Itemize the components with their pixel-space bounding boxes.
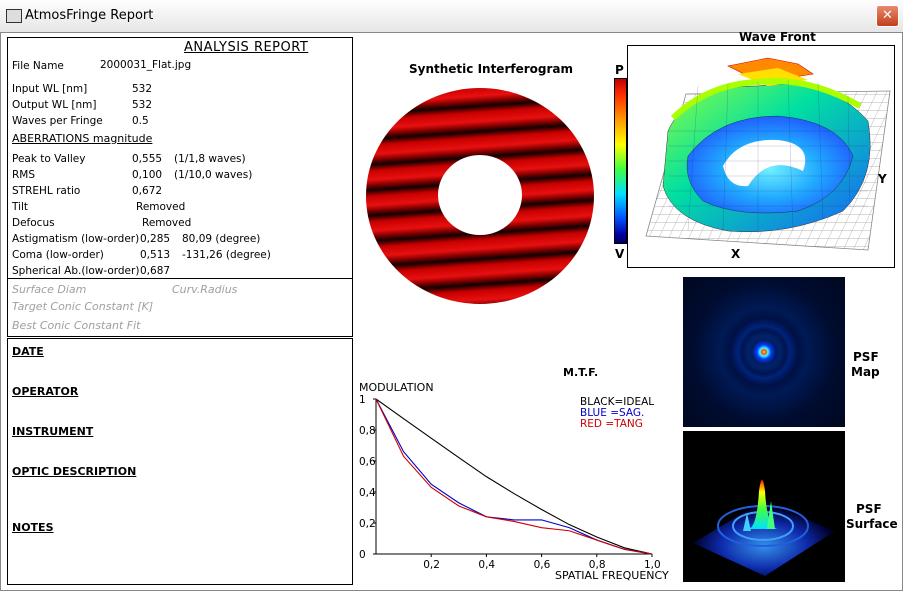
psf-map-image	[683, 277, 845, 427]
psf-surface-label-1: PSF	[856, 502, 882, 516]
mtf-series-ideal	[375, 398, 653, 555]
wavefront-y-label: Y	[878, 172, 887, 186]
mtf-ytick-label: 0,8	[359, 425, 376, 437]
defocus-value: Removed	[142, 217, 192, 229]
astigmatism-label: Astigmatism (low-order)	[12, 233, 140, 245]
p2v-extra: (1/1,8 waves)	[174, 153, 246, 165]
mtf-ytick-label: 0	[359, 549, 366, 561]
surface-diam-label: Surface Diam	[12, 283, 87, 296]
notes-panel: DATE OPERATOR INSTRUMENT OPTIC DESCRIPTI…	[7, 338, 353, 585]
coma-extra: -131,26 (degree)	[182, 249, 271, 261]
curv-radius-label: Curv.Radius	[172, 283, 238, 296]
mtf-xtick-label: 0,2	[423, 559, 440, 571]
mtf-xtick-label: 0,8	[589, 559, 606, 571]
mtf-series-tang	[375, 398, 653, 555]
mtf-ytick-label: 0,2	[359, 518, 376, 530]
colorbar	[614, 78, 627, 244]
p2v-value: 0,555	[132, 153, 163, 165]
wavefront-panel: Y X	[627, 45, 895, 268]
mtf-xtick-label: 1,0	[644, 559, 661, 571]
rms-value: 0,100	[132, 169, 163, 181]
colorbar-top-label: P	[615, 63, 624, 77]
spherical-value: 0,687	[140, 265, 171, 277]
astigmatism-value: 0,285	[140, 233, 171, 245]
spherical-label: Spherical Ab.(low-order)	[12, 265, 140, 277]
tilt-value: Removed	[136, 201, 186, 213]
mtf-xtick-label: 0,6	[534, 559, 551, 571]
report-divider	[8, 278, 352, 279]
app-icon	[6, 9, 22, 23]
close-button[interactable]: ✕	[876, 5, 899, 27]
strehl-label: STREHL ratio	[12, 185, 81, 197]
input-wl-label: Input WL [nm]	[12, 83, 88, 95]
window-title: AtmosFringe Report	[25, 8, 154, 23]
wavefront-x-label: X	[731, 247, 741, 261]
report-title: ANALYSIS REPORT	[184, 40, 309, 55]
wavefront-3d-plot	[645, 57, 891, 251]
mtf-ytick-label: 0,6	[359, 456, 376, 468]
notes-heading: NOTES	[12, 521, 54, 534]
mtf-ytick-label: 0,4	[359, 487, 376, 499]
input-wl-value: 532	[132, 83, 153, 95]
psf-map-label-2: Map	[851, 365, 880, 379]
optic-description-heading: OPTIC DESCRIPTION	[12, 465, 137, 478]
mtf-xlabel: SPATIAL FREQUENCY	[555, 569, 669, 582]
psf-surface-plot	[693, 480, 835, 576]
best-conic-label: Best Conic Constant Fit	[12, 319, 141, 332]
output-wl-label: Output WL [nm]	[12, 99, 97, 111]
synthetic-interferogram	[363, 85, 599, 307]
coma-label: Coma (low-order)	[12, 249, 104, 261]
rms-extra: (1/10,0 waves)	[174, 169, 253, 181]
p2v-label: Peak to Valley	[12, 153, 86, 165]
title-bar: AtmosFringe Report ✕	[0, 0, 903, 33]
mtf-legend-tang: RED =TANG	[580, 418, 643, 430]
analysis-report-panel: ANALYSIS REPORT File Name 2000031_Flat.j…	[7, 37, 353, 337]
mtf-legend-ideal: BLACK=IDEAL	[580, 396, 654, 408]
mtf-xtick-label: 0,4	[478, 559, 495, 571]
operator-heading: OPERATOR	[12, 385, 79, 398]
psf-surface-label-2: Surface	[846, 517, 898, 531]
mtf-ytick-label: 1	[359, 394, 366, 406]
psf-map-label-1: PSF	[853, 350, 879, 364]
target-conic-label: Target Conic Constant [K]	[12, 300, 154, 313]
mtf-ylabel: MODULATION	[359, 381, 434, 394]
wavefront-title: Wave Front	[739, 30, 816, 44]
date-heading: DATE	[12, 345, 44, 358]
tilt-label: Tilt	[12, 201, 29, 213]
strehl-value: 0,672	[132, 185, 163, 197]
rms-label: RMS	[12, 169, 36, 181]
instrument-heading: INSTRUMENT	[12, 425, 94, 438]
coma-value: 0,513	[140, 249, 171, 261]
mtf-title: M.T.F.	[563, 366, 599, 379]
defocus-label: Defocus	[12, 217, 55, 229]
psf-surface-image	[683, 431, 845, 582]
report-window: ANALYSIS REPORT File Name 2000031_Flat.j…	[0, 30, 903, 591]
waves-per-fringe-value: 0.5	[132, 115, 149, 127]
colorbar-bottom-label: V	[615, 247, 625, 261]
output-wl-value: 532	[132, 99, 153, 111]
astigmatism-extra: 80,09 (degree)	[182, 233, 261, 245]
file-name-label: File Name	[12, 60, 64, 72]
mtf-legend-sag: BLUE =SAG.	[580, 407, 644, 419]
aberrations-header: ABERRATIONS magnitude	[12, 132, 153, 145]
waves-per-fringe-label: Waves per Fringe	[12, 115, 103, 127]
mtf-chart: MODULATION SPATIAL FREQUENCY 0 0,2 0,4 0,6 0…	[359, 381, 669, 582]
interferogram-title: Synthetic Interferogram	[409, 62, 573, 76]
file-name-value: 2000031_Flat.jpg	[100, 59, 192, 71]
